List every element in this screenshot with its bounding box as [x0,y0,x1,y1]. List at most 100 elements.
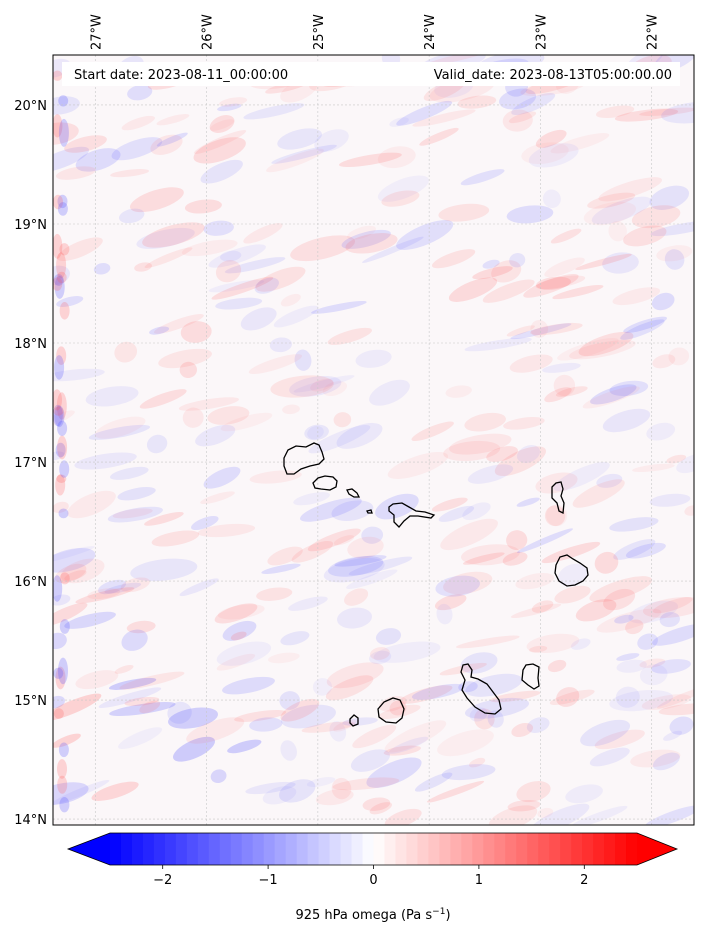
field-blob [396,220,454,250]
field-blob [620,319,665,340]
field-blob [245,781,296,795]
colorbar-step [274,833,287,865]
field-blob [507,799,541,812]
colorbar-step [615,833,627,865]
field-blob [75,587,135,604]
field-blob [541,541,601,564]
field-blob [293,492,330,506]
island-brava [349,714,359,727]
field-blob [348,556,413,576]
field-blob [602,408,651,433]
field-blob [220,412,273,432]
colorbar-tick-label: −2 [153,873,172,888]
field-blob [651,659,692,674]
field-blob [411,421,454,442]
field-blob [53,693,102,721]
field-blob [280,740,297,761]
field-blob [150,134,183,155]
field-blob [676,453,694,474]
field-blob [460,652,498,674]
colorbar-step [219,833,232,865]
field-blob [502,109,533,132]
field-blob [644,805,694,825]
field-blob [53,410,75,430]
field-blob [53,194,63,210]
field-blob [552,285,604,300]
field-blob [203,466,241,489]
field-blob [217,103,242,112]
field-blob [142,222,205,248]
field-blob [590,384,637,405]
field-blob [465,697,529,719]
field-blob [56,271,67,284]
field-blob [88,424,151,440]
field-blob [146,434,168,454]
field-blob [649,185,690,210]
field-blob [110,169,150,178]
field-blob [53,733,81,748]
colorbar-step [318,833,331,865]
field-blob [193,130,247,154]
field-blob [53,146,90,173]
field-blob [55,474,66,496]
field-blob [293,375,355,393]
latitude-label: 19°N [14,218,47,233]
field-blob [516,497,540,507]
field-blob [57,775,68,794]
field-blob [378,704,421,720]
field-blob [362,236,424,263]
field-blob [53,265,70,286]
latitude-label: 17°N [14,456,47,471]
field-blob [307,426,324,440]
field-blob [304,424,329,441]
field-blob [639,664,668,686]
field-blob [55,666,66,690]
field-blob [53,632,67,650]
field-blob [587,192,636,209]
field-blob [307,528,361,552]
field-blob [53,368,105,382]
field-blob [461,544,520,566]
field-blob [227,739,262,754]
field-blob [341,229,391,249]
field-blob [460,169,505,186]
field-blob [230,631,247,641]
field-blob [144,247,193,269]
longitude-label: 22°W [646,14,661,50]
colorbar-step [362,833,375,865]
field-blob [347,225,377,240]
field-blob [511,92,556,116]
field-blob [209,115,235,133]
field-blob [112,508,153,519]
field-blob [639,107,694,117]
field-blob [53,501,69,513]
field-blob [136,227,195,249]
colorbar-step [241,833,254,865]
field-blob [594,729,645,750]
field-blob [575,599,617,622]
field-blob [64,570,87,581]
field-blob [75,148,121,172]
field-blob [652,597,693,614]
colorbar: −2 −1 0 1 2 925 hPa omega (Pa s−1) [66,832,679,923]
field-blob [64,611,116,629]
field-blob [502,551,528,566]
colorbar-step [285,833,298,865]
colorbar-step [428,833,440,865]
island-santo-antao [283,442,325,475]
field-blob [490,690,541,703]
colorbar-label: 925 hPa omega (Pa s−1) [295,907,450,923]
colorbar-tick-label: 1 [475,873,483,888]
field-blob [248,354,303,375]
colorbar-max-extend [637,833,677,865]
field-blob [255,266,306,292]
field-blob [209,119,235,131]
longitude-label: 25°W [312,14,327,50]
field-blob [74,452,137,470]
field-blob [216,641,272,666]
field-blob [220,250,242,262]
field-blob [91,781,139,801]
colorbar-step [395,833,408,865]
valid-date-label: Valid_date: 2023-08-13T05:00:00.00 [434,68,672,83]
field-blob [668,347,690,366]
